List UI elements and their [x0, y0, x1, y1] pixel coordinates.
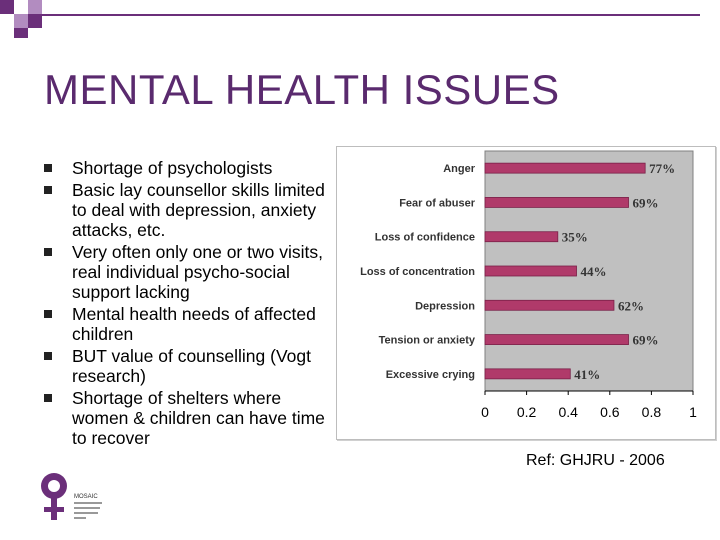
category-label: Loss of confidence [375, 232, 475, 244]
corner-decoration [0, 0, 60, 40]
x-tick-label: 1 [689, 404, 697, 420]
category-label: Tension or anxiety [379, 335, 476, 347]
square-bullet-icon [44, 352, 52, 360]
category-label: Depression [415, 300, 475, 312]
bullet-item: BUT value of counselling (Vogt research) [42, 346, 342, 386]
bar [484, 231, 559, 243]
bar [484, 334, 629, 345]
bullet-item: Shortage of psychologists [42, 158, 342, 178]
bullet-item: Mental health needs of affected children [42, 304, 342, 344]
x-tick-label: 0.8 [642, 404, 662, 420]
x-tick-label: 0.4 [558, 404, 578, 420]
square-bullet-icon [44, 310, 52, 318]
bar [484, 162, 646, 174]
bullet-item: Basic lay counsellor skills limited to d… [42, 180, 342, 240]
data-label: 35% [562, 230, 588, 245]
logo-text: MOSAIC [74, 494, 98, 500]
data-label: 77% [649, 161, 675, 176]
data-label: 44% [581, 264, 607, 279]
x-tick-label: 0.6 [600, 404, 620, 420]
square-bullet-icon [44, 186, 52, 194]
data-label: 69% [633, 333, 659, 348]
x-tick-label: 0 [481, 404, 489, 420]
bullet-item: Shortage of shelters where women & child… [42, 388, 342, 448]
organization-logo: MOSAIC [41, 473, 102, 520]
slide-title: MENTAL HEALTH ISSUES [44, 66, 560, 113]
category-label: Anger [443, 163, 476, 175]
data-label: 62% [618, 298, 644, 313]
square-bullet-icon [44, 164, 52, 172]
square-bullet-icon [44, 394, 52, 402]
bullet-item: Very often only one or two visits, real … [42, 242, 342, 302]
data-label: 41% [574, 367, 600, 382]
x-tick-label: 0.2 [517, 404, 537, 420]
bullet-list: Shortage of psychologists Basic lay coun… [42, 158, 342, 450]
data-label: 69% [633, 195, 659, 210]
category-label: Excessive crying [386, 369, 475, 381]
category-label: Fear of abuser [399, 197, 476, 209]
bar [484, 197, 629, 208]
square-bullet-icon [44, 248, 52, 256]
bar [484, 368, 571, 380]
top-rule [40, 14, 700, 16]
reference-text: Ref: GHJRU - 2006 [526, 452, 665, 469]
bar-chart: Anger 77% Fear of abuser 69% Loss of confide… [360, 150, 697, 420]
bar [484, 265, 577, 277]
category-label: Loss of concentration [360, 266, 475, 278]
bar [484, 299, 615, 311]
chart-container: Anger 77% Fear of abuser 69% Loss of confide… [336, 146, 716, 440]
